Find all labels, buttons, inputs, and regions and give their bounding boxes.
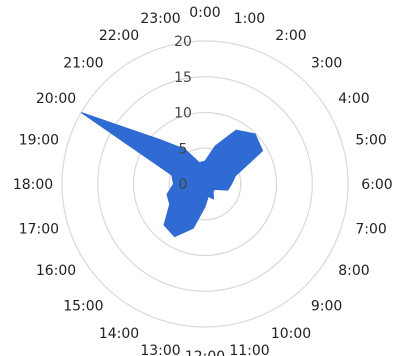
tick-label-15: 15 — [174, 70, 192, 86]
category-label-21: 21:00 — [63, 55, 103, 71]
category-label-15: 15:00 — [63, 299, 103, 315]
category-label-23: 23:00 — [140, 11, 180, 27]
tick-label-20: 20 — [174, 34, 192, 50]
category-label-18: 18:00 — [13, 177, 53, 193]
category-label-8: 8:00 — [338, 263, 369, 279]
category-label-22: 22:00 — [99, 28, 139, 44]
grid-ring-15 — [97, 76, 313, 292]
grid-rings — [61, 40, 349, 328]
category-label-5: 5:00 — [355, 133, 386, 149]
category-label-10: 10:00 — [271, 326, 311, 342]
category-label-1: 1:00 — [234, 11, 265, 27]
category-label-14: 14:00 — [99, 326, 139, 342]
tick-label-10: 10 — [174, 106, 192, 122]
category-label-3: 3:00 — [311, 55, 342, 71]
series-area-0 — [80, 112, 264, 238]
category-label-4: 4:00 — [338, 91, 369, 107]
category-labels: 0:00 1:00 2:00 3:00 4:00 5:00 6:00 7:00 8:00 9:00… — [13, 5, 393, 356]
category-label-19: 19:00 — [19, 133, 59, 149]
radial-tick-labels: 0 5 10 15 20 — [174, 34, 192, 193]
category-label-20: 20:00 — [36, 91, 76, 107]
category-label-2: 2:00 — [275, 28, 306, 44]
series-layer — [80, 112, 264, 238]
grid-ring-10 — [132, 111, 278, 257]
category-label-17: 17:00 — [19, 222, 59, 238]
tick-label-0: 0 — [179, 177, 188, 193]
category-label-16: 16:00 — [36, 263, 76, 279]
category-label-0: 0:00 — [189, 5, 220, 21]
category-label-7: 7:00 — [355, 222, 386, 238]
category-label-13: 13:00 — [140, 343, 180, 356]
category-label-11: 11:00 — [229, 343, 269, 356]
grid-ring-20 — [61, 40, 349, 328]
grid-ring-5 — [168, 147, 242, 221]
category-label-12: 12:00 — [185, 349, 225, 356]
tick-label-5: 5 — [179, 141, 188, 157]
category-label-9: 9:00 — [311, 299, 342, 315]
category-label-6: 6:00 — [361, 177, 392, 193]
